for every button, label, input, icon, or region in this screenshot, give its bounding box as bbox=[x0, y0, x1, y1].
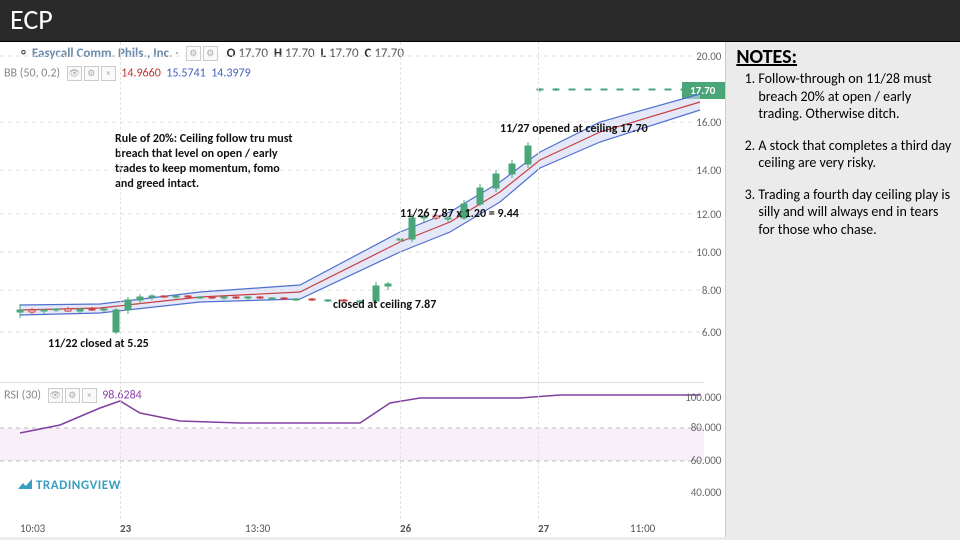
notes-item: A stock that completes a third day ceili… bbox=[758, 137, 952, 172]
annot-closed-ceiling: closed at ceiling 7.87 bbox=[333, 298, 436, 313]
notes-panel: NOTES: Follow-through on 11/28 must brea… bbox=[726, 42, 960, 537]
page-title: ECP bbox=[0, 0, 960, 42]
annot-open-ceiling: 11/27 opened at ceiling 17.70 bbox=[500, 122, 648, 137]
price-chart-svg bbox=[0, 42, 704, 372]
notes-item: Trading a fourth day ceiling play is sil… bbox=[758, 186, 952, 239]
chart-area[interactable]: ⚬ Easycall Comm. Phils., Inc. · ⚙⚙ O 17.… bbox=[0, 42, 726, 537]
notes-item: Follow-through on 11/28 must breach 20% … bbox=[758, 70, 952, 123]
tradingview-watermark: TRADINGVIEW bbox=[18, 478, 121, 493]
annot-calc: 11/26 7.87 x 1.20 = 9.44 bbox=[400, 207, 519, 222]
annot-closed-525: 11/22 closed at 5.25 bbox=[48, 337, 149, 352]
notes-title: NOTES: bbox=[736, 46, 952, 68]
notes-list: Follow-through on 11/28 must breach 20% … bbox=[736, 70, 952, 238]
annot-rule20: Rule of 20%: Ceiling follow tru must bre… bbox=[115, 132, 295, 192]
price-panel[interactable] bbox=[0, 42, 704, 372]
body: ⚬ Easycall Comm. Phils., Inc. · ⚙⚙ O 17.… bbox=[0, 42, 960, 537]
